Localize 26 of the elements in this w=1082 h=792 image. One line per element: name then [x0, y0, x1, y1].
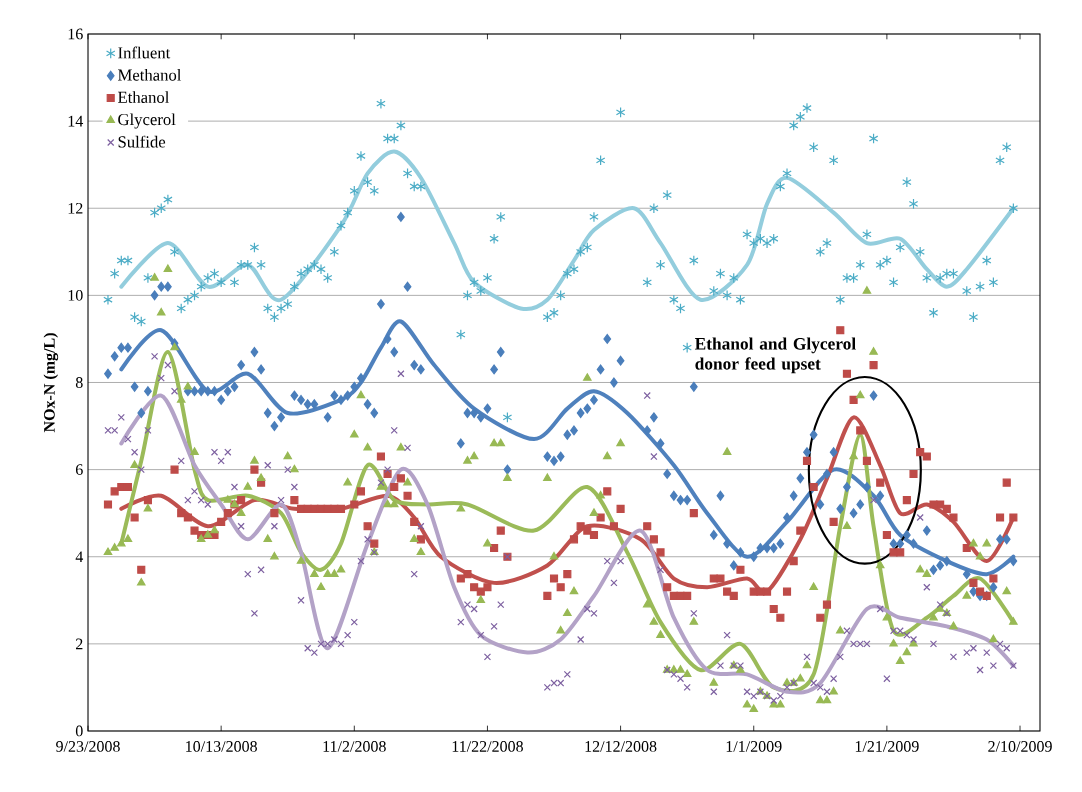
- x-tick-label: 12/12/2008: [585, 741, 657, 752]
- legend-label: Ethanol: [118, 91, 170, 103]
- line-series: [119, 319, 1016, 577]
- annotation: Ethanol and Glycerol donor feed upset: [694, 337, 856, 374]
- y-tick-label: 2: [76, 638, 83, 650]
- x-tick-label: 2/10/2009: [988, 741, 1052, 752]
- line-series: [119, 149, 1016, 311]
- x-tick-label: 1/1/2009: [726, 741, 782, 752]
- x-tick-label: 11/2/2008: [323, 741, 386, 752]
- legend-label: Methanol: [118, 68, 182, 81]
- y-tick-label: 10: [68, 289, 83, 301]
- y-axis-title: NOx-N (mg/L): [43, 333, 59, 433]
- x-tick-label: 9/23/2008: [56, 741, 120, 752]
- y-tick-label: 4: [75, 551, 84, 562]
- legend-label: Influent: [118, 46, 171, 59]
- y-tick-label: 8: [75, 377, 83, 388]
- y-tick-label: 14: [68, 115, 84, 127]
- y-tick-label: 0: [75, 725, 83, 737]
- x-tick-label: 10/13/2008: [186, 741, 257, 752]
- x-tick-label: 11/22/2008: [452, 741, 523, 752]
- legend-label: Sulfide: [118, 135, 166, 148]
- y-tick-label: 6: [75, 464, 83, 475]
- legend-label: Glycerol: [118, 113, 176, 129]
- y-tick-label: 12: [68, 202, 83, 214]
- y-tick-label: 16: [68, 28, 83, 40]
- x-tick-label: 1/21/2009: [855, 741, 919, 752]
